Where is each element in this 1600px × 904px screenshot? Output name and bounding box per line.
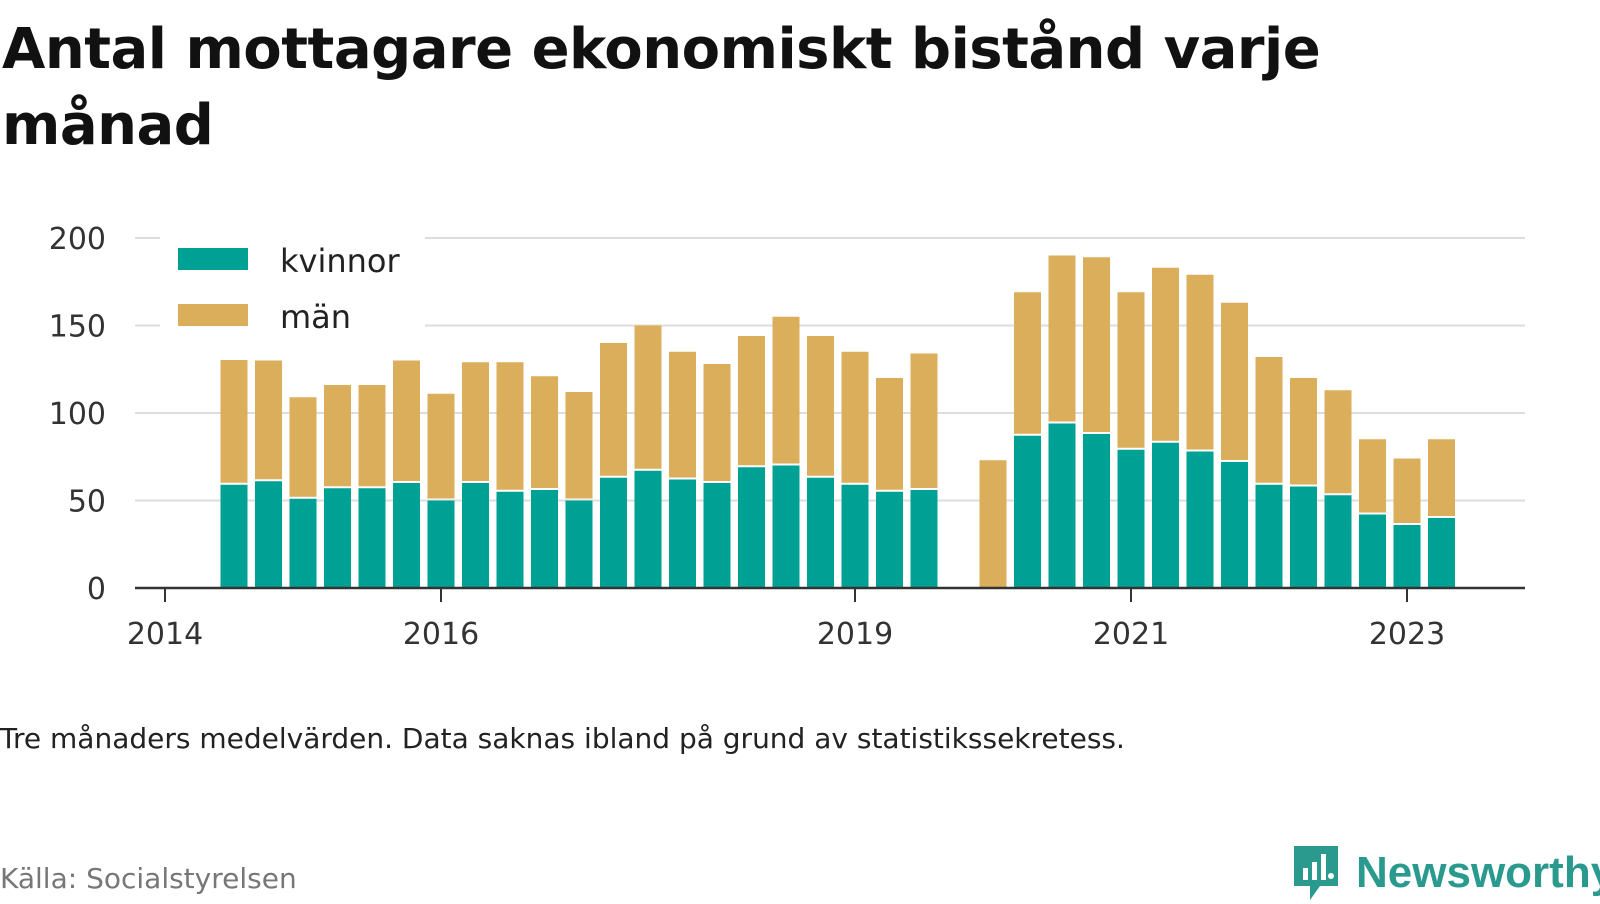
bar-kvinnor xyxy=(841,484,869,588)
bar-kvinnor xyxy=(1393,525,1421,588)
x-tick-label: 2014 xyxy=(127,617,203,652)
bar-kvinnor xyxy=(1290,486,1317,588)
y-tick-label: 150 xyxy=(49,310,106,345)
bar-man xyxy=(1152,267,1179,441)
y-tick-label: 0 xyxy=(87,572,106,607)
y-tick-label: 50 xyxy=(68,485,106,520)
bar-man xyxy=(358,385,386,487)
bar-man xyxy=(738,336,765,466)
bar-kvinnor xyxy=(565,500,593,588)
bar-man xyxy=(979,460,1007,588)
chart-title: Antal mottagare ekonomiskt bistånd varje… xyxy=(2,17,1321,158)
bar-kvinnor xyxy=(876,491,903,588)
bar-man xyxy=(427,393,455,499)
bar-man xyxy=(1186,274,1214,450)
bar-kvinnor xyxy=(462,483,489,588)
bar-kvinnor xyxy=(738,467,765,588)
bar-man xyxy=(1393,458,1421,523)
bar-man xyxy=(1117,292,1145,448)
x-tick-label: 2021 xyxy=(1093,617,1169,652)
bar-man xyxy=(1255,357,1283,483)
bar-man xyxy=(703,364,731,481)
legend: kvinnor män xyxy=(160,232,425,360)
bar-kvinnor xyxy=(289,498,317,588)
bar-kvinnor xyxy=(1117,449,1145,588)
bar-kvinnor xyxy=(1428,518,1455,588)
y-axis-tick-labels: 0 50 100 150 200 xyxy=(49,222,106,607)
source-label: Källa: Socialstyrelsen xyxy=(0,862,297,895)
bars xyxy=(220,255,1455,588)
bar-man xyxy=(565,392,593,499)
bar-man xyxy=(220,358,248,483)
bar-man xyxy=(531,376,558,488)
x-tick-label: 2023 xyxy=(1369,617,1445,652)
bar-kvinnor xyxy=(1221,462,1248,588)
bar-man xyxy=(634,325,662,469)
x-tick-label: 2019 xyxy=(817,617,893,652)
y-tick-label: 100 xyxy=(49,397,106,432)
bar-man xyxy=(1083,257,1110,432)
bar-kvinnor xyxy=(496,491,524,588)
bar-man xyxy=(1221,302,1248,460)
bar-kvinnor xyxy=(427,500,455,588)
bar-kvinnor xyxy=(1048,423,1076,588)
bar-man xyxy=(393,360,420,481)
y-tick-label: 200 xyxy=(49,222,106,257)
legend-swatch-kvinnor xyxy=(178,248,248,270)
legend-swatch-man xyxy=(178,304,248,326)
bar-man xyxy=(462,362,489,481)
bar-man xyxy=(255,360,282,480)
bar-kvinnor xyxy=(255,481,282,588)
bar-man xyxy=(1428,439,1455,516)
bar-kvinnor xyxy=(1255,484,1283,588)
legend-label-kvinnor: kvinnor xyxy=(280,242,401,280)
bar-man xyxy=(1290,378,1317,485)
bar-kvinnor xyxy=(1152,442,1179,588)
brand: Newsworthy xyxy=(1290,842,1600,904)
bar-kvinnor xyxy=(669,479,696,588)
bar-kvinnor xyxy=(1324,495,1352,588)
bar-man xyxy=(1324,390,1352,494)
bar-man xyxy=(669,351,696,478)
bar-kvinnor xyxy=(220,484,248,588)
bar-man xyxy=(496,362,524,490)
bar-man xyxy=(289,397,317,497)
bar-man xyxy=(600,343,627,476)
bar-kvinnor xyxy=(358,488,386,588)
bar-kvinnor xyxy=(393,483,420,588)
bar-man xyxy=(1014,292,1041,434)
bar-kvinnor xyxy=(1083,434,1110,588)
bar-kvinnor xyxy=(531,490,558,588)
bar-man xyxy=(324,385,351,487)
bar-kvinnor xyxy=(324,488,351,588)
bar-man xyxy=(772,316,800,464)
bar-kvinnor xyxy=(772,465,800,588)
stacked-bar-chart: 0 50 100 150 200 2014 2016 2019 2021 2023 kvinno… xyxy=(49,222,1525,652)
bar-man xyxy=(876,378,903,490)
bar-kvinnor xyxy=(1186,451,1214,588)
bar-kvinnor xyxy=(600,477,627,588)
bar-kvinnor xyxy=(910,490,938,588)
bar-man xyxy=(807,336,834,476)
brand-name: Newsworthy xyxy=(1356,848,1600,897)
bar-man xyxy=(1048,255,1076,422)
x-tick-label: 2016 xyxy=(403,617,479,652)
bar-kvinnor xyxy=(807,477,834,588)
bar-man xyxy=(841,351,869,483)
x-axis-ticks: 2014 2016 2019 2021 2023 xyxy=(127,588,1445,652)
bar-man xyxy=(1359,439,1386,513)
bar-kvinnor xyxy=(1359,514,1386,588)
newsworthy-logo-icon xyxy=(1294,846,1338,900)
bar-man xyxy=(910,353,938,488)
bar-kvinnor xyxy=(1014,435,1041,588)
legend-label-man: män xyxy=(280,298,351,336)
bar-kvinnor xyxy=(703,483,731,588)
bar-kvinnor xyxy=(634,470,662,588)
chart-note: Tre månaders medelvärden. Data saknas ib… xyxy=(0,722,1125,755)
